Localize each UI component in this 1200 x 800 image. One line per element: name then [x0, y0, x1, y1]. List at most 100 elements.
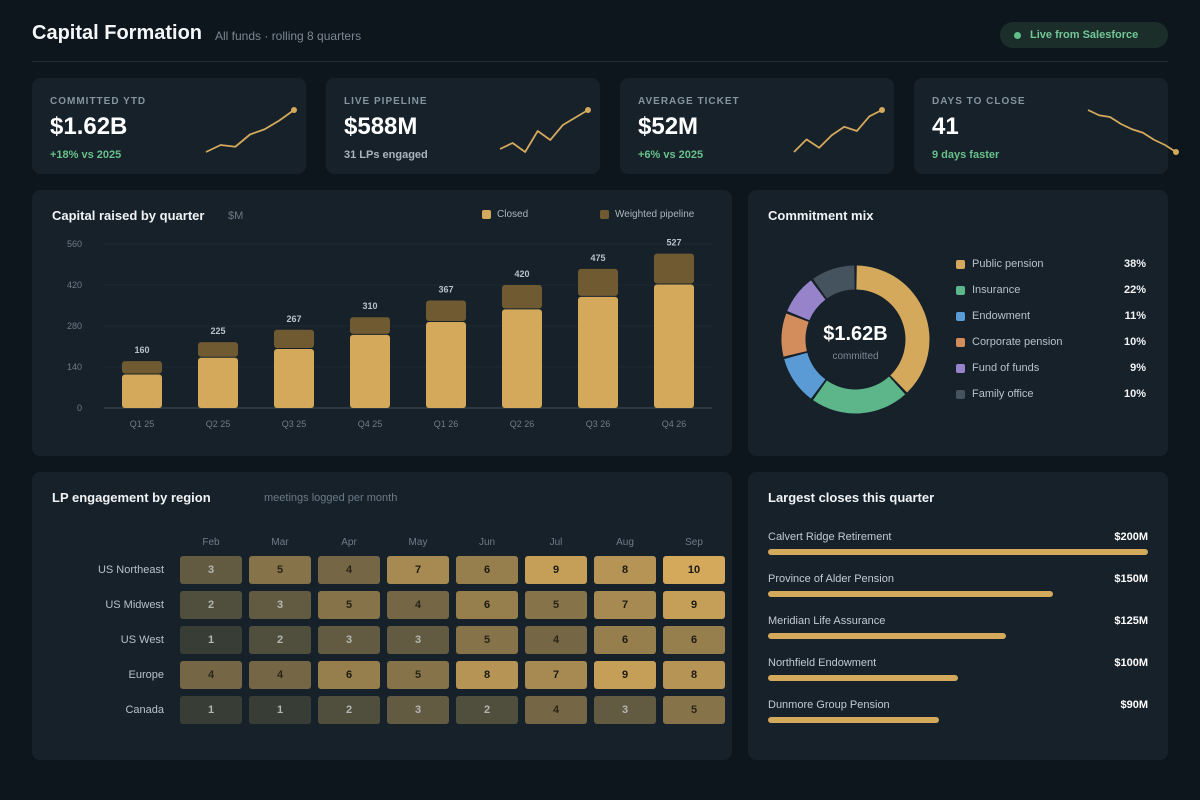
sparkline-line [499, 109, 589, 153]
close-bar [768, 549, 1148, 555]
bar-closed[interactable] [426, 322, 466, 408]
kpi-value: $588M [344, 113, 418, 140]
heatmap-cell[interactable]: 10 [663, 556, 725, 584]
mix-legend-percent: 11% [1124, 310, 1146, 322]
heatmap-cell[interactable]: 3 [387, 696, 449, 724]
close-row[interactable]: Province of Alder Pension $150M [768, 573, 1148, 603]
bar-total-label: 420 [514, 269, 529, 279]
close-row[interactable]: Dunmore Group Pension $90M [768, 699, 1148, 729]
bar-pipeline[interactable] [198, 342, 238, 357]
bar-pipeline[interactable] [502, 285, 542, 309]
bar-closed[interactable] [502, 309, 542, 408]
heatmap-cell[interactable]: 4 [318, 556, 380, 584]
heatmap-cell[interactable]: 2 [318, 696, 380, 724]
bar-closed[interactable] [578, 296, 618, 408]
heatmap-cell[interactable]: 1 [180, 696, 242, 724]
bar-pipeline[interactable] [122, 361, 162, 374]
donut-slice[interactable] [813, 376, 906, 414]
heatmap-row-label: US West [120, 634, 164, 646]
close-row[interactable]: Northfield Endowment $100M [768, 657, 1148, 687]
heatmap-cell[interactable]: 2 [180, 591, 242, 619]
heatmap-cell[interactable]: 1 [180, 626, 242, 654]
heatmap-cell[interactable]: 6 [318, 661, 380, 689]
bar-pipeline[interactable] [654, 253, 694, 284]
heatmap-cell[interactable]: 5 [663, 696, 725, 724]
kpi-card-ticket[interactable]: AVERAGE TICKET $52M +6% vs 2025 [620, 78, 894, 174]
donut-slice[interactable] [787, 280, 826, 321]
donut-slice[interactable] [856, 265, 930, 393]
heatmap-cell[interactable]: 5 [318, 591, 380, 619]
mix-legend-row[interactable]: Public pension 38% [956, 258, 1146, 272]
heatmap-cell[interactable]: 9 [594, 661, 656, 689]
heatmap-cell[interactable]: 7 [387, 556, 449, 584]
kpi-card-committed[interactable]: COMMITTED YTD $1.62B +18% vs 2025 [32, 78, 306, 174]
mix-legend-row[interactable]: Insurance 22% [956, 284, 1146, 298]
commitment-mix-title: Commitment mix [768, 208, 874, 223]
heatmap-column-label: Jun [478, 537, 496, 548]
heatmap-cell[interactable]: 1 [249, 696, 311, 724]
legend-pipeline[interactable]: Weighted pipeline [600, 209, 694, 220]
bar-closed[interactable] [198, 357, 238, 408]
heatmap-cell[interactable]: 6 [456, 556, 518, 584]
bar-closed[interactable] [274, 348, 314, 408]
mix-legend-row[interactable]: Family office 10% [956, 388, 1146, 402]
heatmap-cell[interactable]: 8 [594, 556, 656, 584]
donut-slice[interactable] [813, 265, 855, 299]
heatmap-cell[interactable]: 6 [663, 626, 725, 654]
heatmap-cell[interactable]: 4 [525, 696, 587, 724]
heatmap-cell[interactable]: 4 [180, 661, 242, 689]
mix-legend-swatch [956, 260, 965, 269]
bar-pipeline[interactable] [274, 329, 314, 348]
kpi-delta: +18% vs 2025 [50, 149, 122, 161]
heatmap-cell[interactable]: 9 [663, 591, 725, 619]
bar-closed[interactable] [122, 374, 162, 408]
heatmap-cell[interactable]: 9 [525, 556, 587, 584]
x-tick-label: Q4 25 [358, 419, 383, 429]
mix-legend-label: Insurance [972, 284, 1021, 296]
heatmap-cell[interactable]: 4 [387, 591, 449, 619]
mix-legend-swatch [956, 390, 965, 399]
heatmap-cell[interactable]: 3 [318, 626, 380, 654]
bar-closed[interactable] [654, 284, 694, 408]
heatmap-cell[interactable]: 5 [387, 661, 449, 689]
mix-legend-swatch [956, 338, 965, 347]
kpi-card-days-to-close[interactable]: DAYS TO CLOSE 41 9 days faster [914, 78, 1179, 174]
close-row[interactable]: Meridian Life Assurance $125M [768, 615, 1148, 645]
heatmap-cell[interactable]: 3 [387, 626, 449, 654]
heatmap-cell[interactable]: 7 [594, 591, 656, 619]
heatmap-cell[interactable]: 4 [525, 626, 587, 654]
mix-legend-row[interactable]: Endowment 11% [956, 310, 1146, 324]
heatmap-cell[interactable]: 3 [249, 591, 311, 619]
heatmap-cell[interactable]: 5 [249, 556, 311, 584]
mix-legend-row[interactable]: Corporate pension 10% [956, 336, 1146, 350]
heatmap-cell[interactable]: 2 [456, 696, 518, 724]
bar-pipeline[interactable] [578, 268, 618, 296]
heatmap-cell[interactable]: 7 [525, 661, 587, 689]
donut-slice[interactable] [781, 313, 809, 357]
kpi-card-pipeline[interactable]: LIVE PIPELINE $588M 31 LPs engaged [326, 78, 600, 174]
bar-pipeline[interactable] [350, 317, 390, 334]
x-tick-label: Q1 26 [434, 419, 459, 429]
heatmap-cell[interactable]: 4 [249, 661, 311, 689]
heatmap-cell[interactable]: 3 [594, 696, 656, 724]
bar-pipeline[interactable] [426, 300, 466, 322]
mix-legend-swatch [956, 312, 965, 321]
close-amount: $150M [1114, 573, 1148, 585]
heatmap-cell[interactable]: 3 [180, 556, 242, 584]
donut-slice[interactable] [784, 352, 826, 399]
heatmap-cell[interactable]: 5 [525, 591, 587, 619]
heatmap-cell[interactable]: 6 [456, 591, 518, 619]
heatmap-cell[interactable]: 8 [456, 661, 518, 689]
close-row[interactable]: Calvert Ridge Retirement $200M [768, 531, 1148, 561]
heatmap-cell[interactable]: 2 [249, 626, 311, 654]
mix-legend-swatch [956, 364, 965, 373]
kpi-delta: 9 days faster [932, 149, 1000, 161]
bar-closed[interactable] [350, 334, 390, 408]
heatmap-cell[interactable]: 5 [456, 626, 518, 654]
heatmap-cell[interactable]: 6 [594, 626, 656, 654]
live-status-badge[interactable]: Live from Salesforce [1000, 22, 1168, 48]
mix-legend-row[interactable]: Fund of funds 9% [956, 362, 1146, 376]
legend-closed[interactable]: Closed [482, 209, 528, 220]
mix-legend-label: Fund of funds [972, 362, 1040, 374]
heatmap-cell[interactable]: 8 [663, 661, 725, 689]
